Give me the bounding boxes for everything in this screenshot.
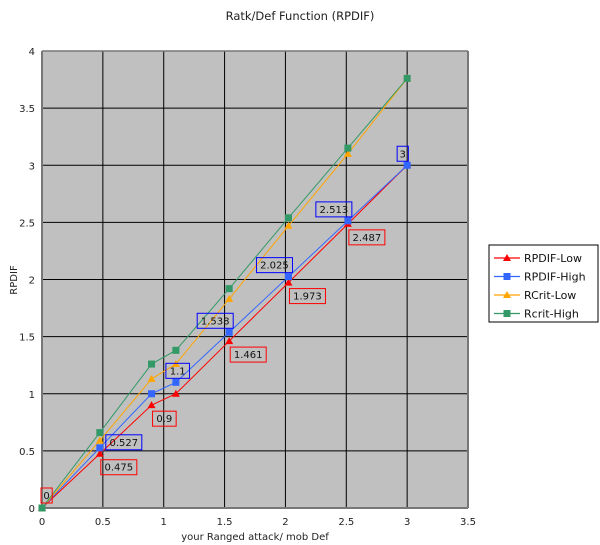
square-marker-icon bbox=[172, 378, 180, 386]
data-label: 1.461 bbox=[229, 346, 267, 363]
legend-item: RPDIF-Low bbox=[494, 252, 582, 265]
legend-label: RPDIF-Low bbox=[524, 252, 582, 265]
svg-text:1.538: 1.538 bbox=[201, 316, 230, 327]
triangle-marker-icon bbox=[95, 449, 104, 457]
triangle-marker-icon bbox=[284, 278, 293, 286]
svg-text:0.9: 0.9 bbox=[156, 414, 172, 425]
legend-item: RPDIF-High bbox=[494, 271, 586, 284]
series-line bbox=[41, 164, 408, 509]
svg-text:2.025: 2.025 bbox=[260, 261, 289, 272]
svg-text:0: 0 bbox=[43, 491, 49, 502]
square-marker-icon bbox=[403, 161, 411, 169]
y-axis-ticks: 0 0.5 1 1.5 2 2.5 3 3.5 4 bbox=[19, 47, 35, 515]
square-marker-icon bbox=[96, 444, 104, 452]
legend-label: RPDIF-High bbox=[524, 271, 586, 284]
x-tick-label: 1 bbox=[161, 517, 167, 528]
data-label: 0.527 bbox=[105, 434, 143, 451]
data-label: 0.9 bbox=[152, 410, 177, 427]
square-legend-icon bbox=[503, 273, 511, 280]
square-marker-icon bbox=[225, 328, 233, 336]
x-tick-label: 2.5 bbox=[338, 517, 354, 528]
y-tick-label: 0 bbox=[29, 504, 35, 515]
series-line bbox=[41, 164, 408, 509]
square-legend-icon bbox=[503, 310, 511, 317]
x-tick-label: 3.5 bbox=[460, 517, 476, 528]
data-label: 1.973 bbox=[288, 288, 326, 305]
triangle-legend-icon bbox=[503, 291, 511, 298]
x-tick-label: 3 bbox=[404, 517, 410, 528]
triangle-marker-icon bbox=[147, 374, 156, 382]
svg-text:0.527: 0.527 bbox=[109, 438, 138, 449]
x-tick-label: 1.5 bbox=[217, 517, 233, 528]
triangle-marker-icon bbox=[95, 436, 104, 444]
data-label: 2.487 bbox=[348, 229, 386, 246]
x-axis-ticks: 0 0.5 1 1.5 2 2.5 3 3.5 bbox=[39, 517, 476, 528]
series-markers bbox=[38, 74, 412, 512]
y-tick-label: 2.5 bbox=[19, 218, 35, 229]
gridlines bbox=[41, 50, 469, 509]
legend: RPDIF-Low RPDIF-High RCrit-Low Rcrit-High bbox=[488, 244, 599, 323]
legend-item: Rcrit-High bbox=[494, 308, 579, 321]
series-line bbox=[41, 78, 408, 509]
square-marker-icon bbox=[284, 214, 292, 222]
chart-title: Ratk/Def Function (RPDIF) bbox=[226, 9, 375, 23]
y-tick-label: 0.5 bbox=[19, 447, 35, 458]
square-marker-icon bbox=[38, 504, 46, 512]
square-marker-icon bbox=[225, 285, 233, 293]
svg-text:2.487: 2.487 bbox=[353, 233, 382, 244]
triangle-legend-icon bbox=[503, 254, 511, 261]
svg-text:2.513: 2.513 bbox=[320, 205, 349, 216]
legend-item: RCrit-Low bbox=[494, 289, 576, 302]
x-tick-label: 2 bbox=[282, 517, 288, 528]
data-label: 3 bbox=[396, 145, 409, 162]
y-axis-label: RPDIF bbox=[9, 265, 20, 295]
square-marker-icon bbox=[403, 74, 411, 82]
plot-area: 0 0.475 0.9 1.461 1.973 2.487 0.527 1.1 1.538 2.0… bbox=[38, 50, 469, 512]
svg-text:1.973: 1.973 bbox=[293, 292, 322, 303]
square-marker-icon bbox=[148, 360, 156, 368]
data-label: 0.475 bbox=[100, 459, 138, 476]
square-marker-icon bbox=[284, 273, 292, 281]
data-label: 2.025 bbox=[255, 257, 293, 274]
svg-text:1.461: 1.461 bbox=[234, 350, 263, 361]
square-marker-icon bbox=[344, 144, 352, 152]
square-marker-icon bbox=[96, 429, 104, 437]
y-tick-label: 1 bbox=[29, 390, 35, 401]
data-label: 1.538 bbox=[196, 312, 234, 329]
triangle-marker-icon bbox=[225, 294, 234, 302]
triangle-marker-icon bbox=[147, 401, 156, 409]
data-label: 0 bbox=[40, 487, 53, 504]
triangle-marker-icon bbox=[284, 221, 293, 229]
legend-label: RCrit-Low bbox=[524, 289, 576, 302]
series-lines bbox=[41, 78, 408, 509]
data-label: 2.513 bbox=[315, 201, 353, 218]
legend-label: Rcrit-High bbox=[524, 308, 579, 321]
y-tick-label: 2 bbox=[29, 276, 35, 287]
y-tick-label: 3 bbox=[29, 161, 35, 172]
square-marker-icon bbox=[148, 390, 156, 398]
x-tick-label: 0.5 bbox=[95, 517, 111, 528]
square-marker-icon bbox=[172, 346, 180, 354]
triangle-marker-icon bbox=[225, 337, 234, 345]
data-labels: 0 0.475 0.9 1.461 1.973 2.487 0.527 1.1 1.538 2.0… bbox=[40, 145, 409, 504]
y-tick-label: 4 bbox=[29, 47, 35, 58]
square-marker-icon bbox=[344, 217, 352, 225]
triangle-marker-icon bbox=[171, 389, 180, 397]
x-tick-label: 0 bbox=[39, 517, 45, 528]
x-axis-label: your Ranged attack/ mob Def bbox=[181, 532, 329, 543]
svg-text:0.475: 0.475 bbox=[104, 463, 133, 474]
y-tick-label: 3.5 bbox=[19, 104, 35, 115]
triangle-marker-icon bbox=[343, 149, 352, 157]
svg-text:3: 3 bbox=[400, 149, 406, 160]
series-line bbox=[41, 78, 408, 509]
y-tick-label: 1.5 bbox=[19, 333, 35, 344]
data-label: 1.1 bbox=[165, 362, 190, 379]
svg-text:1.1: 1.1 bbox=[170, 366, 186, 377]
